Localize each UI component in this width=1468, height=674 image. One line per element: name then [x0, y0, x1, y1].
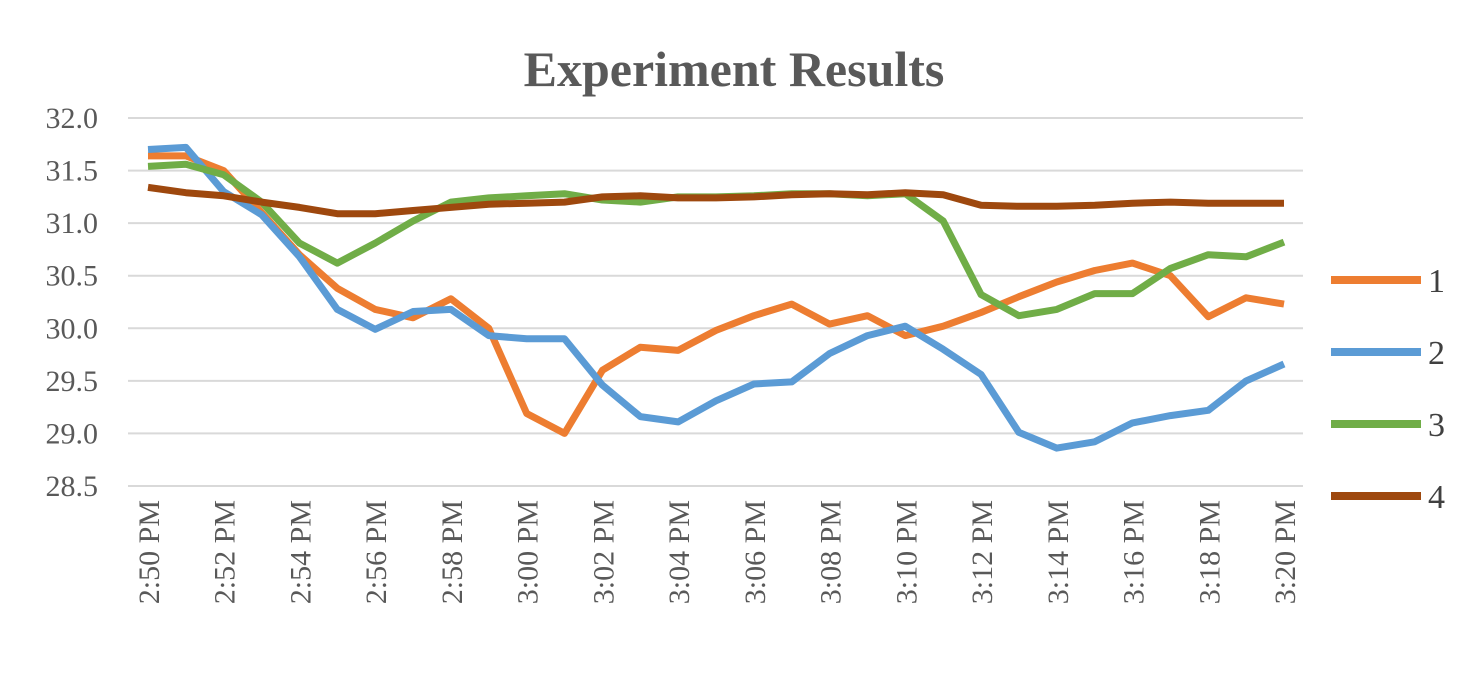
series-line-1: [148, 152, 1285, 437]
y-tick-label: 29.0: [46, 417, 99, 450]
x-axis-ticks: 2:50 PM 2:52 PM 2:54 PM 2:56 PM 2:58 PM 3:00 …: [133, 500, 1302, 604]
x-tick-label: 2:50 PM: [133, 500, 166, 604]
x-tick-label: 3:02 PM: [587, 500, 620, 604]
x-tick-label: 3:00 PM: [512, 500, 545, 604]
x-tick-label: 2:52 PM: [209, 500, 242, 604]
legend-label-3: 3: [1428, 407, 1445, 444]
legend-label-4: 4: [1428, 479, 1445, 516]
x-tick-label: 2:56 PM: [360, 500, 393, 604]
legend-label-2: 2: [1428, 335, 1445, 372]
x-tick-label: 3:08 PM: [815, 500, 848, 604]
x-tick-label: 3:14 PM: [1042, 500, 1075, 604]
y-tick-label: 31.0: [46, 207, 99, 240]
x-tick-label: 3:16 PM: [1118, 500, 1151, 604]
y-tick-label: 32.0: [46, 102, 99, 135]
x-tick-label: 3:04 PM: [663, 500, 696, 604]
y-tick-label: 30.5: [46, 260, 99, 293]
x-tick-label: 3:12 PM: [966, 500, 999, 604]
series-line-4: [147, 183, 1284, 218]
y-axis-ticks: 32.0 31.5 31.0 30.5 30.0 29.5 29.0 28.5: [46, 102, 99, 503]
x-tick-label: 2:58 PM: [436, 500, 469, 604]
x-tick-label: 3:20 PM: [1269, 500, 1302, 604]
series-line-2: [147, 143, 1286, 452]
x-tick-label: 3:10 PM: [890, 500, 923, 604]
legend-label-1: 1: [1428, 263, 1445, 300]
series-lines: [147, 143, 1286, 452]
y-tick-label: 31.5: [46, 155, 99, 188]
series-line-3: [147, 160, 1286, 320]
x-tick-label: 3:18 PM: [1193, 500, 1226, 604]
y-tick-label: 29.5: [46, 365, 99, 398]
y-tick-label: 28.5: [46, 470, 99, 503]
legend: 1 2 3 4: [1331, 263, 1445, 516]
chart-title: Experiment Results: [524, 41, 945, 97]
gridlines: [128, 117, 1303, 487]
x-tick-label: 2:54 PM: [284, 500, 317, 604]
x-tick-label: 3:06 PM: [739, 500, 772, 604]
y-tick-label: 30.0: [46, 312, 99, 345]
